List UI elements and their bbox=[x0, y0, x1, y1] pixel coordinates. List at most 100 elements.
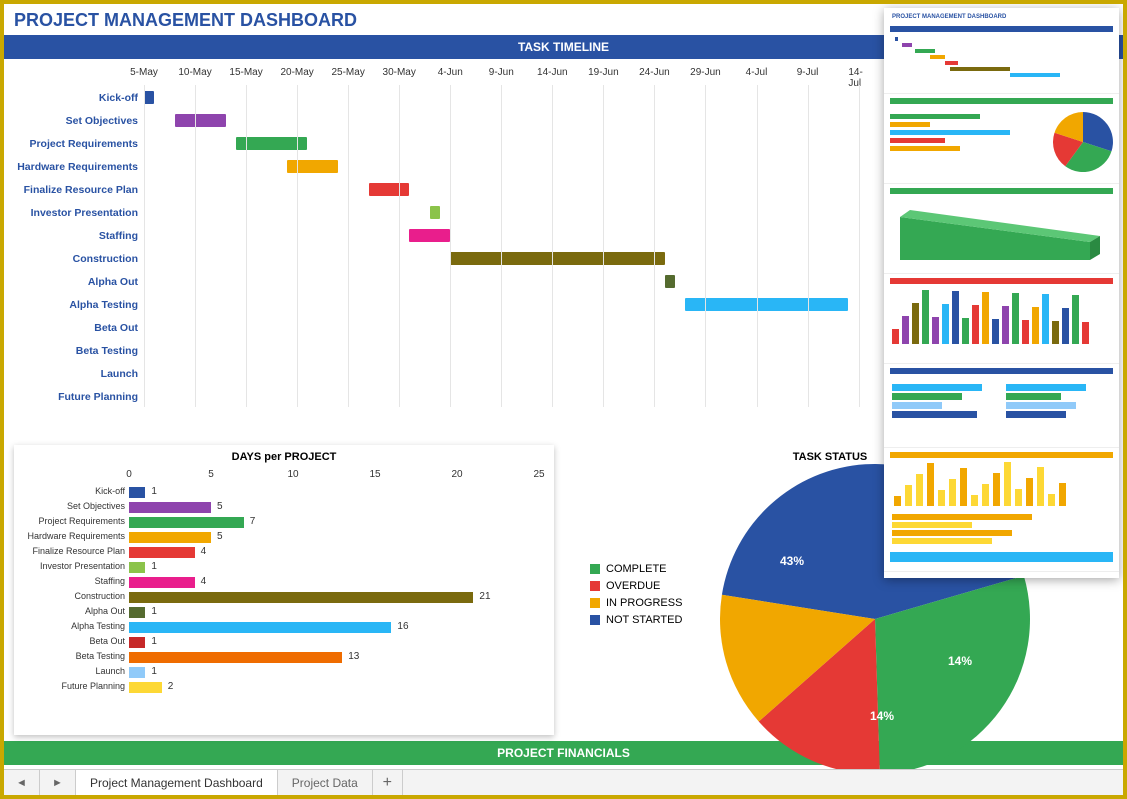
days-bar bbox=[129, 487, 145, 498]
thumbnail bbox=[884, 368, 1119, 448]
days-value: 4 bbox=[201, 576, 207, 587]
days-per-project-panel: DAYS per PROJECT 0510152025 Kick-off1Set… bbox=[14, 445, 554, 735]
days-value: 1 bbox=[151, 606, 157, 617]
gantt-task-label: Future Planning bbox=[4, 386, 144, 409]
days-value: 5 bbox=[217, 531, 223, 542]
tab-dashboard[interactable]: Project Management Dashboard bbox=[76, 770, 278, 795]
gantt-xtick: 29-Jun bbox=[690, 67, 721, 78]
days-label: Investor Presentation bbox=[17, 561, 125, 571]
thumbnail bbox=[884, 188, 1119, 274]
legend-item: IN PROGRESS bbox=[590, 597, 720, 609]
gantt-xtick: 24-Jun bbox=[639, 67, 670, 78]
gantt-task-label: Hardware Requirements bbox=[4, 156, 144, 179]
gantt-bar bbox=[665, 275, 675, 288]
days-value: 4 bbox=[201, 546, 207, 557]
days-row: Staffing4 bbox=[129, 575, 539, 590]
days-row: Beta Testing13 bbox=[129, 650, 539, 665]
thumbnail bbox=[884, 452, 1119, 572]
status-legend: COMPLETE OVERDUE IN PROGRESS NOT STARTED bbox=[570, 558, 720, 631]
gantt-xtick: 9-Jul bbox=[797, 67, 819, 78]
days-row: Finalize Resource Plan4 bbox=[129, 545, 539, 560]
days-label: Beta Testing bbox=[17, 651, 125, 661]
days-bar bbox=[129, 637, 145, 648]
days-row: Kick-off1 bbox=[129, 485, 539, 500]
gantt-task-label: Alpha Out bbox=[4, 271, 144, 294]
days-xtick: 5 bbox=[208, 469, 214, 480]
gantt-task-label: Finalize Resource Plan bbox=[4, 179, 144, 202]
days-label: Construction bbox=[17, 591, 125, 601]
legend-label: IN PROGRESS bbox=[606, 597, 682, 609]
gantt-xtick: 15-May bbox=[229, 67, 262, 78]
gantt-bar bbox=[287, 160, 338, 173]
tab-nav-prev[interactable]: ◄ bbox=[4, 770, 40, 795]
legend-label: NOT STARTED bbox=[606, 614, 682, 626]
gantt-task-label: Project Requirements bbox=[4, 133, 144, 156]
gantt-task-label: Investor Presentation bbox=[4, 202, 144, 225]
days-bar bbox=[129, 517, 244, 528]
dashboard-frame: PROJECT MANAGEMENT DASHBOARD TASK TIMELI… bbox=[0, 0, 1127, 799]
pie-pct-label: 43% bbox=[780, 554, 804, 568]
days-label: Hardware Requirements bbox=[17, 531, 125, 541]
gantt-row bbox=[144, 87, 879, 110]
days-value: 1 bbox=[151, 636, 157, 647]
gantt-task-label: Kick-off bbox=[4, 87, 144, 110]
gantt-task-label: Staffing bbox=[4, 225, 144, 248]
gantt-task-label: Launch bbox=[4, 363, 144, 386]
days-bar bbox=[129, 592, 473, 603]
gantt-row bbox=[144, 156, 879, 179]
days-xtick: 0 bbox=[126, 469, 132, 480]
gantt-xtick: 4-Jun bbox=[438, 67, 463, 78]
days-bar bbox=[129, 622, 391, 633]
legend-label: OVERDUE bbox=[606, 580, 660, 592]
gantt-bar bbox=[409, 229, 450, 242]
gantt-row bbox=[144, 386, 879, 409]
days-value: 1 bbox=[151, 666, 157, 677]
days-bar bbox=[129, 682, 162, 693]
gantt-xtick: 20-May bbox=[280, 67, 313, 78]
days-label: Project Requirements bbox=[17, 516, 125, 526]
days-value: 1 bbox=[151, 561, 157, 572]
days-row: Set Objectives5 bbox=[129, 500, 539, 515]
gantt-bar bbox=[430, 206, 440, 219]
gantt-bar bbox=[175, 114, 226, 127]
legend-swatch bbox=[590, 598, 600, 608]
days-row: Investor Presentation1 bbox=[129, 560, 539, 575]
gantt-xtick: 14-Jun bbox=[537, 67, 568, 78]
days-label: Kick-off bbox=[17, 486, 125, 496]
thumbnail: PROJECT MANAGEMENT DASHBOARD bbox=[884, 8, 1119, 94]
days-row: Beta Out1 bbox=[129, 635, 539, 650]
gantt-row bbox=[144, 294, 879, 317]
days-bar bbox=[129, 502, 211, 513]
days-bar bbox=[129, 547, 195, 558]
days-value: 13 bbox=[348, 651, 359, 662]
days-row: Hardware Requirements5 bbox=[129, 530, 539, 545]
days-label: Set Objectives bbox=[17, 501, 125, 511]
legend-item: OVERDUE bbox=[590, 580, 720, 592]
gantt-bar bbox=[369, 183, 410, 196]
gantt-bar bbox=[685, 298, 848, 311]
days-row: Construction21 bbox=[129, 590, 539, 605]
gantt-row bbox=[144, 248, 879, 271]
thumbnail bbox=[884, 98, 1119, 184]
tab-nav-next[interactable]: ► bbox=[40, 770, 76, 795]
days-value: 7 bbox=[250, 516, 256, 527]
legend-item: COMPLETE bbox=[590, 563, 720, 575]
gantt-xtick: 10-May bbox=[178, 67, 211, 78]
template-thumbnails: PROJECT MANAGEMENT DASHBOARD bbox=[884, 8, 1119, 578]
days-row: Future Planning2 bbox=[129, 680, 539, 695]
gantt-row bbox=[144, 363, 879, 386]
tab-project-data[interactable]: Project Data bbox=[278, 770, 373, 795]
gantt-task-label: Alpha Testing bbox=[4, 294, 144, 317]
gantt-task-label: Construction bbox=[4, 248, 144, 271]
days-value: 21 bbox=[479, 591, 490, 602]
days-label: Future Planning bbox=[17, 681, 125, 691]
tab-add[interactable]: + bbox=[373, 770, 403, 795]
days-title: DAYS per PROJECT bbox=[14, 445, 554, 469]
days-value: 2 bbox=[168, 681, 174, 692]
days-bar bbox=[129, 577, 195, 588]
days-bar bbox=[129, 607, 145, 618]
gantt-row bbox=[144, 340, 879, 363]
days-label: Launch bbox=[17, 666, 125, 676]
gantt-row bbox=[144, 225, 879, 248]
gantt-row bbox=[144, 271, 879, 294]
